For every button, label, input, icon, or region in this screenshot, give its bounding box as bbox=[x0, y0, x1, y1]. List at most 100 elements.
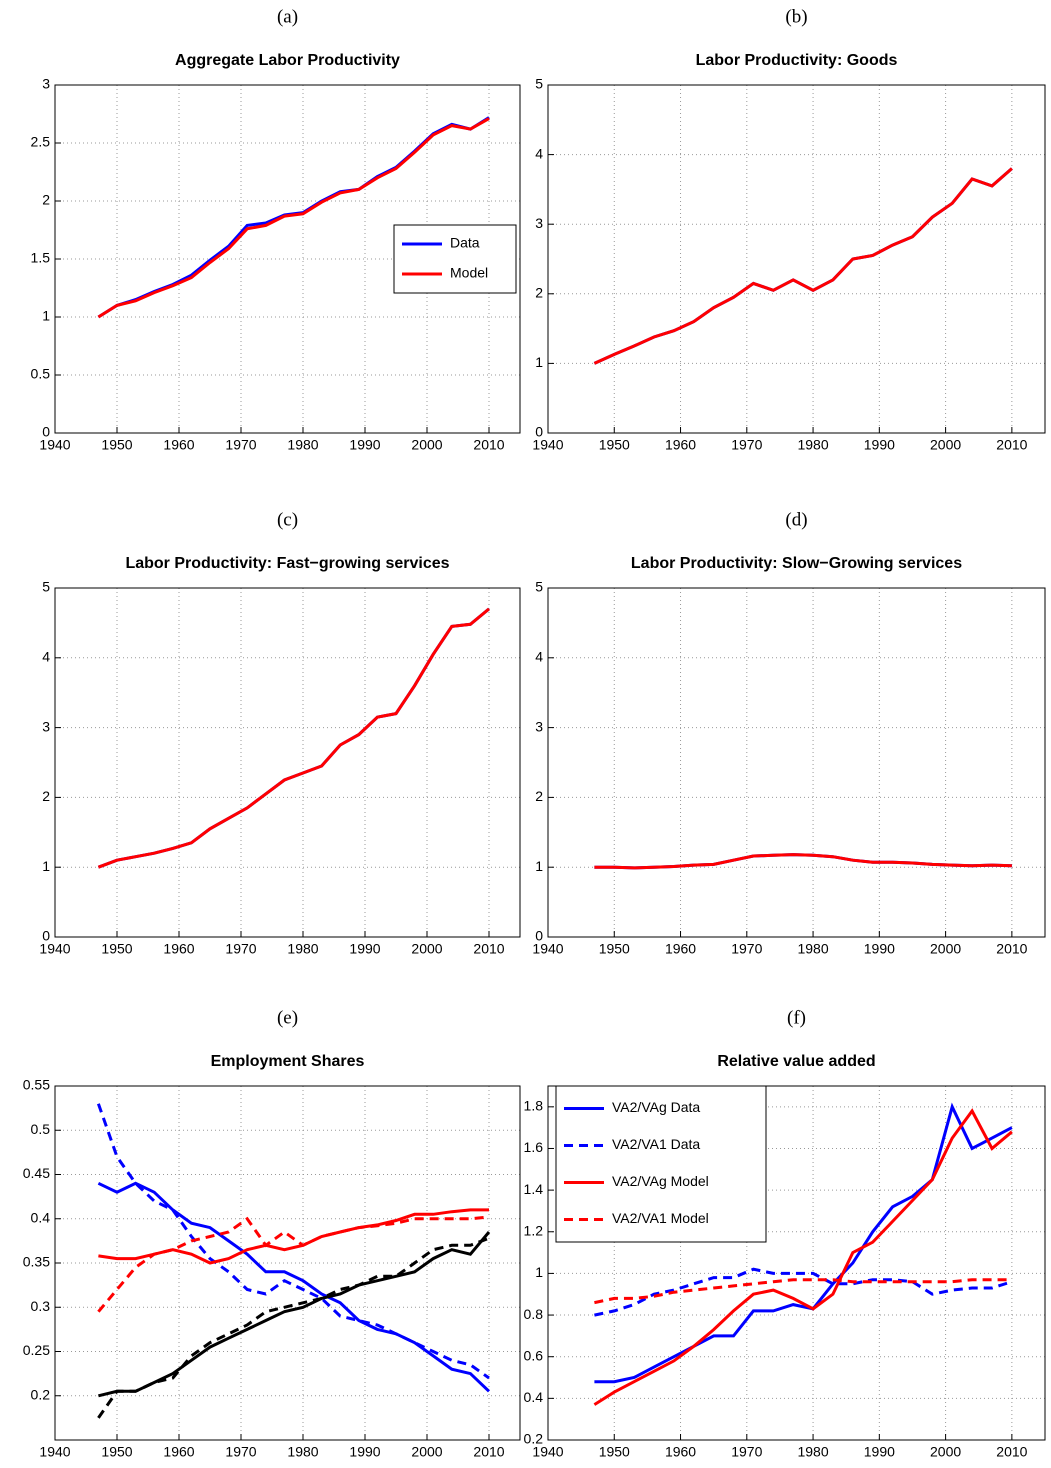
y-tick-label: 5 bbox=[535, 579, 543, 595]
legend-label: VA2/VAg Model bbox=[612, 1173, 709, 1189]
x-tick-label: 2000 bbox=[411, 437, 442, 453]
y-tick-label: 0 bbox=[42, 424, 50, 440]
x-tick-label: 1970 bbox=[225, 1444, 256, 1460]
x-tick-label: 1980 bbox=[797, 941, 828, 957]
panel: (f) Relative value added 1940 1950 1960 1970 1… bbox=[524, 1007, 1046, 1460]
legend-label: VA2/VAg Data bbox=[612, 1099, 700, 1115]
panel: (a) Aggregate Labor Productivity 1940 1950 1… bbox=[31, 6, 521, 453]
x-tick-label: 1980 bbox=[797, 437, 828, 453]
x-tick-label: 1940 bbox=[39, 437, 70, 453]
panel-label: (b) bbox=[785, 6, 807, 27]
panel: (e) Employment Shares 1940 1950 1960 1970 1980… bbox=[23, 1007, 521, 1460]
y-tick-label: 0.4 bbox=[524, 1389, 544, 1405]
y-tick-label: 0.35 bbox=[23, 1254, 50, 1270]
y-tick-label: 0 bbox=[535, 928, 543, 944]
legend-label: VA2/VA1 Data bbox=[612, 1136, 700, 1152]
series-line bbox=[98, 1231, 491, 1398]
x-tick-label: 1960 bbox=[163, 437, 194, 453]
y-tick-label: 1.2 bbox=[524, 1222, 544, 1238]
legend-box bbox=[393, 224, 517, 294]
y-tick-label: 1.4 bbox=[524, 1181, 544, 1197]
series-line bbox=[593, 167, 1013, 365]
y-tick-label: 1.5 bbox=[31, 250, 51, 266]
series-line bbox=[97, 117, 490, 319]
legend-box bbox=[555, 1085, 767, 1243]
y-tick-label: 2 bbox=[535, 285, 543, 301]
y-tick-label: 1 bbox=[535, 1264, 543, 1280]
panel: (b) Labor Productivity: Goods 1940 1950 1960… bbox=[532, 6, 1046, 453]
panel-title: Labor Productivity: Slow−Growing service… bbox=[631, 555, 962, 572]
y-tick-label: 0.3 bbox=[31, 1298, 51, 1314]
x-tick-label: 2000 bbox=[930, 437, 961, 453]
x-tick-label: 2000 bbox=[930, 1444, 961, 1460]
x-tick-label: 1960 bbox=[665, 1444, 696, 1460]
y-tick-label: 0.2 bbox=[524, 1431, 544, 1447]
x-tick-label: 2010 bbox=[996, 1444, 1027, 1460]
x-tick-label: 1980 bbox=[797, 1444, 828, 1460]
panel-label: (e) bbox=[277, 1007, 298, 1028]
y-tick-label: 0.4 bbox=[31, 1209, 51, 1225]
y-tick-label: 0.5 bbox=[31, 366, 51, 382]
x-tick-label: 1970 bbox=[731, 941, 762, 957]
y-tick-label: 5 bbox=[42, 579, 50, 595]
y-tick-label: 0.6 bbox=[524, 1347, 544, 1363]
x-tick-label: 1960 bbox=[163, 1444, 194, 1460]
series-line bbox=[96, 1103, 490, 1380]
y-tick-label: 4 bbox=[42, 649, 50, 665]
panel: (c) Labor Productivity: Fast−growing serv… bbox=[39, 509, 521, 957]
y-tick-label: 3 bbox=[42, 718, 50, 734]
y-tick-label: 2 bbox=[42, 192, 50, 208]
series-line bbox=[97, 1215, 490, 1313]
axes-box bbox=[547, 1085, 1046, 1441]
panel-label: (c) bbox=[277, 509, 298, 530]
series-line bbox=[97, 1181, 491, 1393]
series-line bbox=[97, 607, 490, 869]
x-tick-label: 2000 bbox=[411, 1444, 442, 1460]
x-tick-label: 1960 bbox=[665, 437, 696, 453]
x-tick-label: 2010 bbox=[996, 941, 1027, 957]
x-tick-label: 1990 bbox=[349, 1444, 380, 1460]
y-tick-label: 0.55 bbox=[23, 1077, 50, 1093]
x-tick-label: 1980 bbox=[287, 941, 318, 957]
y-tick-label: 0 bbox=[535, 424, 543, 440]
y-tick-label: 2 bbox=[535, 788, 543, 804]
x-tick-label: 1940 bbox=[532, 1444, 563, 1460]
x-tick-label: 1970 bbox=[225, 941, 256, 957]
x-tick-label: 1950 bbox=[599, 437, 630, 453]
x-tick-label: 1950 bbox=[599, 1444, 630, 1460]
panel: (d) Labor Productivity: Slow−Growing serv… bbox=[532, 509, 1046, 957]
x-tick-label: 1990 bbox=[864, 941, 895, 957]
x-tick-label: 2010 bbox=[473, 941, 504, 957]
x-tick-label: 1990 bbox=[864, 437, 895, 453]
series-line bbox=[97, 1236, 490, 1419]
x-tick-label: 1960 bbox=[163, 941, 194, 957]
panel-label: (f) bbox=[787, 1007, 806, 1028]
y-tick-label: 1 bbox=[42, 858, 50, 874]
x-tick-label: 1940 bbox=[39, 1444, 70, 1460]
legend-label: VA2/VA1 Model bbox=[612, 1210, 709, 1226]
x-tick-label: 1990 bbox=[349, 941, 380, 957]
x-tick-label: 1980 bbox=[287, 437, 318, 453]
y-tick-label: 0.25 bbox=[23, 1342, 50, 1358]
panel-title: Aggregate Labor Productivity bbox=[175, 52, 400, 69]
panel-title: Labor Productivity: Fast−growing service… bbox=[125, 555, 449, 572]
axes-box bbox=[54, 1085, 521, 1441]
x-tick-label: 1940 bbox=[39, 941, 70, 957]
x-tick-label: 2010 bbox=[473, 437, 504, 453]
x-tick-label: 1970 bbox=[225, 437, 256, 453]
y-tick-label: 1.8 bbox=[524, 1098, 544, 1114]
y-tick-label: 3 bbox=[42, 76, 50, 92]
axes-box bbox=[547, 587, 1046, 938]
y-tick-label: 0 bbox=[42, 928, 50, 944]
x-tick-label: 2000 bbox=[930, 941, 961, 957]
axes-box bbox=[54, 84, 521, 434]
axes-box bbox=[547, 84, 1046, 434]
panel-title: Labor Productivity: Goods bbox=[696, 52, 898, 69]
x-tick-label: 1950 bbox=[101, 1444, 132, 1460]
y-tick-label: 0.5 bbox=[31, 1121, 51, 1137]
series-line bbox=[594, 1278, 1012, 1305]
y-tick-label: 4 bbox=[535, 649, 543, 665]
series-line bbox=[594, 1102, 1013, 1384]
x-tick-label: 2000 bbox=[411, 941, 442, 957]
y-tick-label: 3 bbox=[535, 718, 543, 734]
